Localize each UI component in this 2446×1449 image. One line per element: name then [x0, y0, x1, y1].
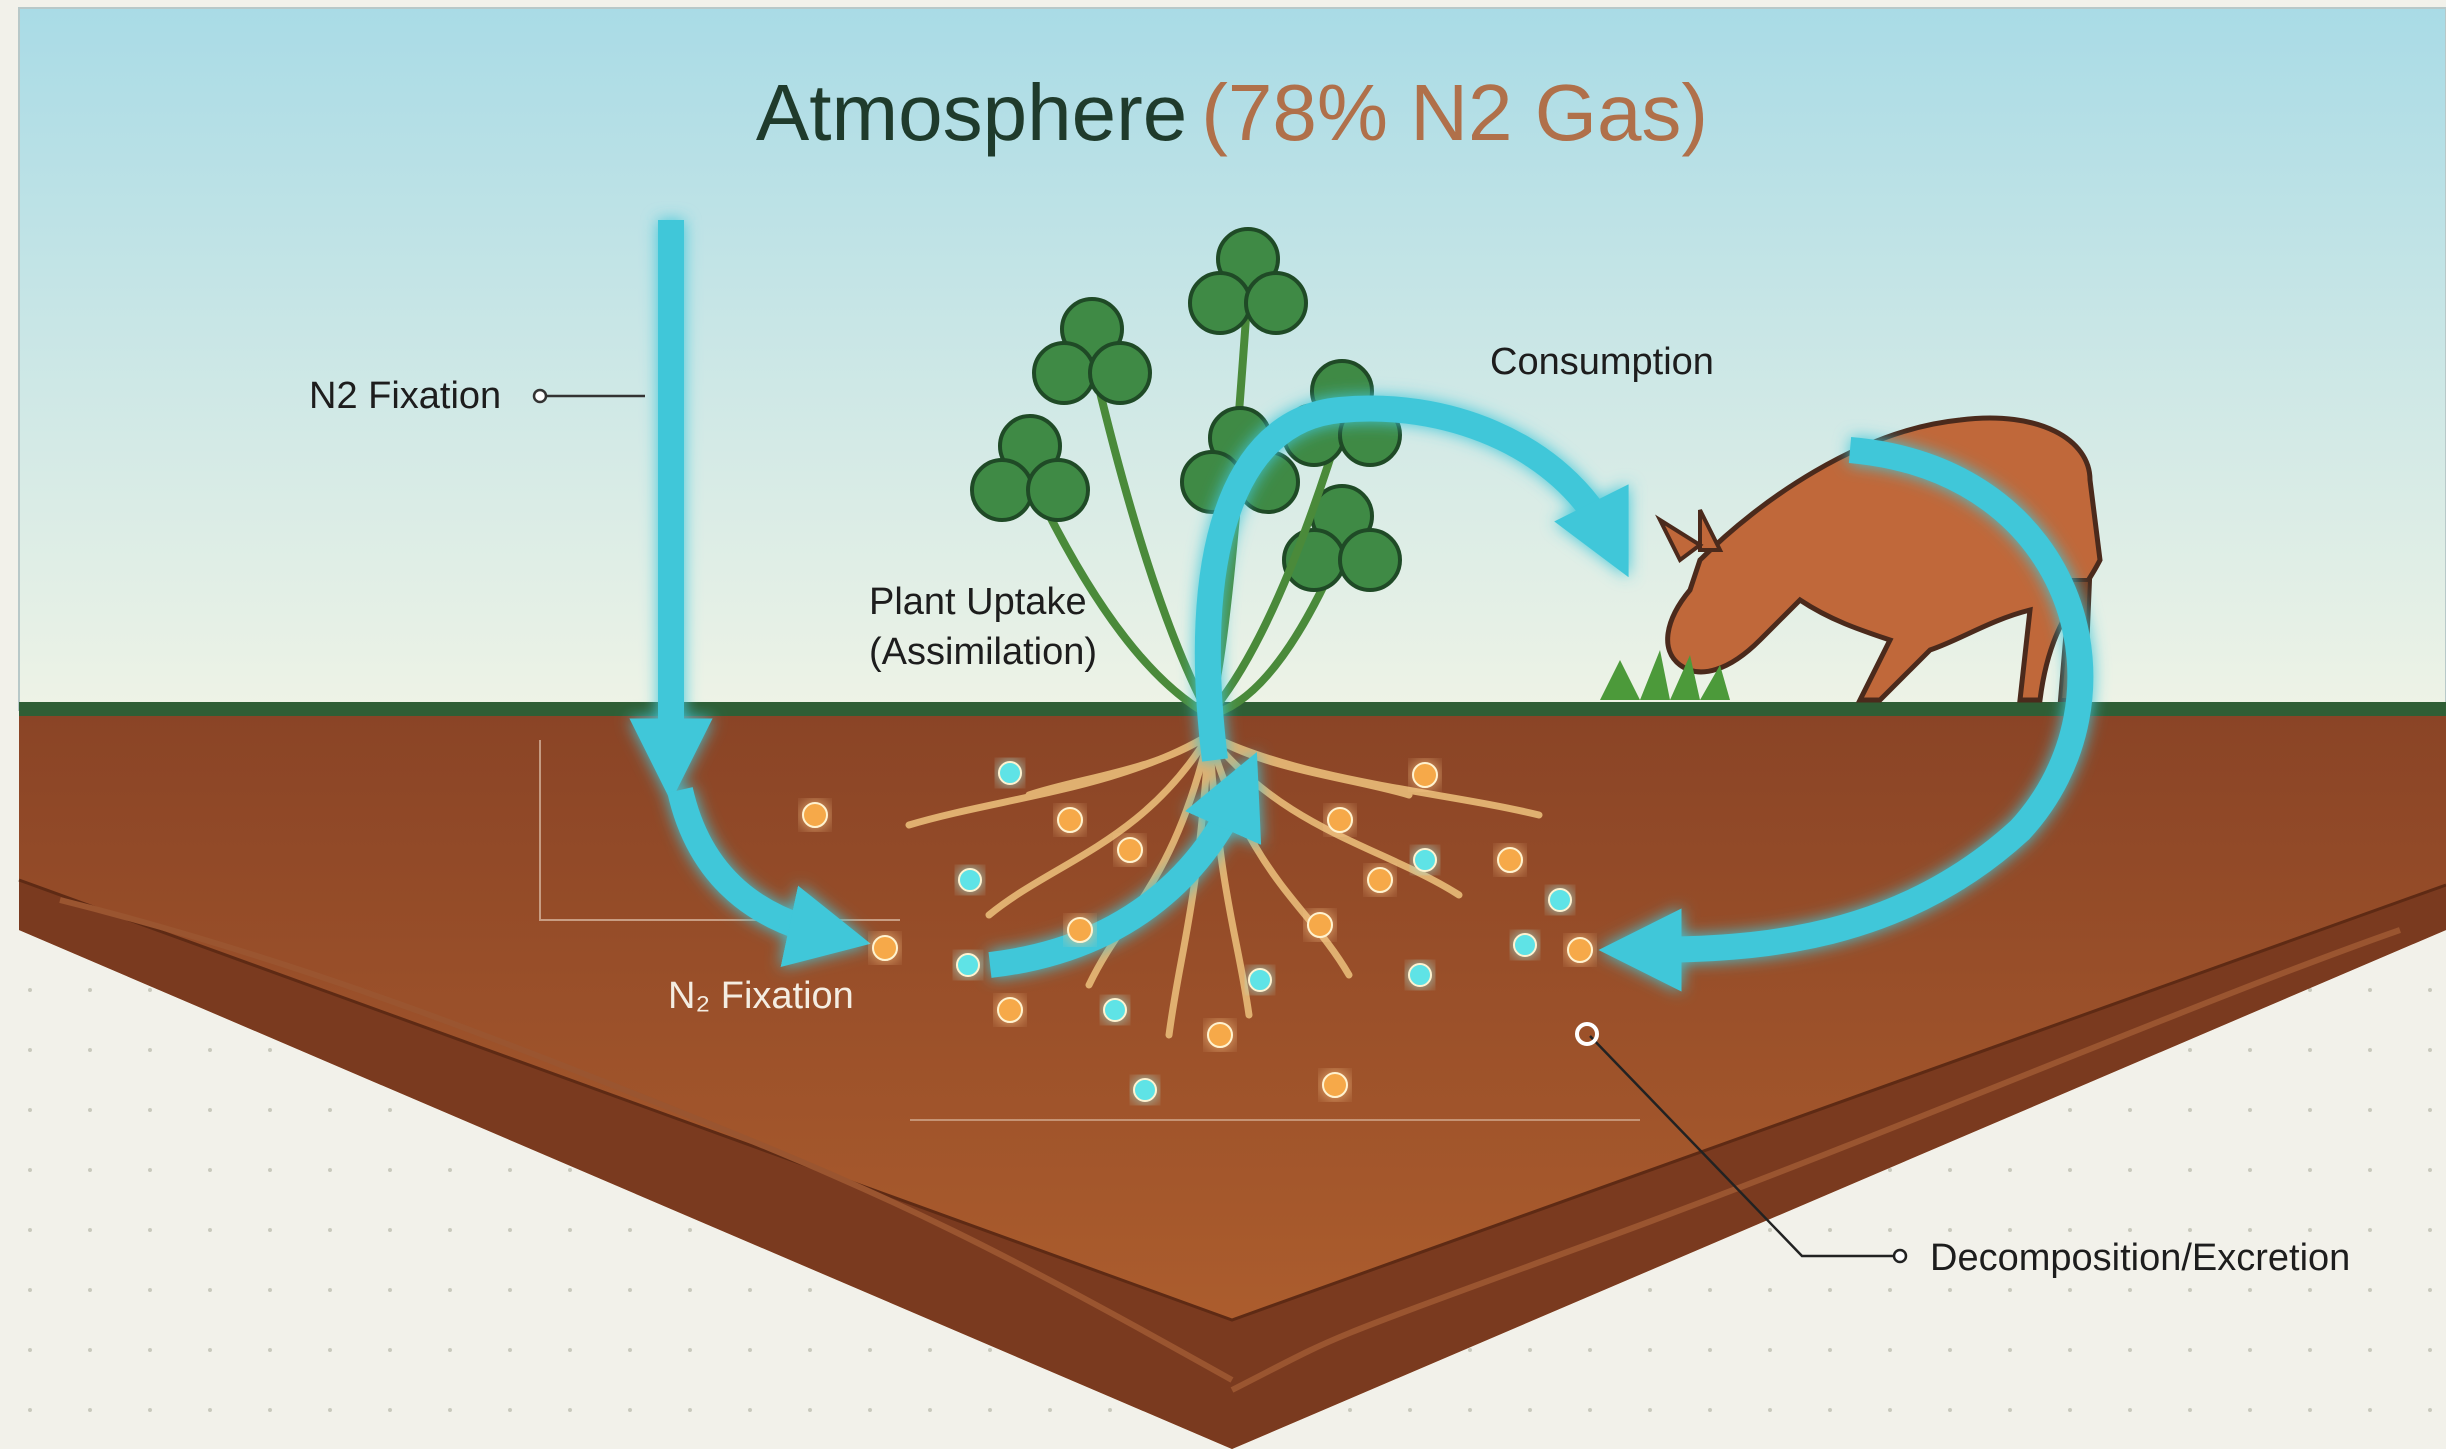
nutrient-particle	[999, 762, 1021, 784]
leaf	[1090, 343, 1150, 403]
leaf	[1028, 460, 1088, 520]
label: N2 Fixation	[309, 375, 501, 417]
label: Decomposition/Excretion	[1930, 1237, 2350, 1279]
nutrient-particle	[1568, 938, 1592, 962]
nutrient-particle	[1498, 848, 1522, 872]
nutrient-particle	[1328, 808, 1352, 832]
connector-dot	[1894, 1250, 1906, 1262]
leaf	[1190, 273, 1250, 333]
label: N₂ Fixation	[668, 975, 854, 1017]
label: (Assimilation)	[869, 631, 1097, 673]
leaf	[1246, 273, 1306, 333]
nutrient-particle	[1409, 964, 1431, 986]
leaf	[972, 460, 1032, 520]
nutrient-particle	[1308, 913, 1332, 937]
connector-dot	[534, 390, 546, 402]
nutrient-particle	[1413, 763, 1437, 787]
nutrient-particle	[1068, 918, 1092, 942]
nutrient-particle	[998, 998, 1022, 1022]
title-highlight: (78% N2 Gas)	[1201, 68, 1708, 157]
nutrient-particle	[1058, 808, 1082, 832]
nutrient-particle	[1414, 849, 1436, 871]
nutrient-particle	[1323, 1073, 1347, 1097]
nutrient-particle	[1118, 838, 1142, 862]
label: Consumption	[1490, 341, 1714, 383]
title-main: Atmosphere	[756, 68, 1187, 157]
nutrient-particle	[1368, 868, 1392, 892]
label: Plant Uptake	[869, 581, 1087, 623]
diagram: Atmosphere(78% N2 Gas) N2 Fixation Consu…	[0, 0, 2446, 1449]
nutrient-particle	[1208, 1023, 1232, 1047]
nutrient-particle	[959, 869, 981, 891]
leaf	[1340, 530, 1400, 590]
leaf	[1034, 343, 1094, 403]
nutrient-particle	[1104, 999, 1126, 1021]
nutrient-particle	[803, 803, 827, 827]
nutrient-particle	[873, 936, 897, 960]
nutrient-particle	[1549, 889, 1571, 911]
nutrient-particle	[957, 954, 979, 976]
page: Atmosphere(78% N2 Gas) N2 Fixation Consu…	[0, 0, 2446, 1449]
nutrient-particle	[1134, 1079, 1156, 1101]
nutrient-particle	[1249, 969, 1271, 991]
nutrient-particle	[1514, 934, 1536, 956]
title: Atmosphere(78% N2 Gas)	[756, 68, 1708, 157]
